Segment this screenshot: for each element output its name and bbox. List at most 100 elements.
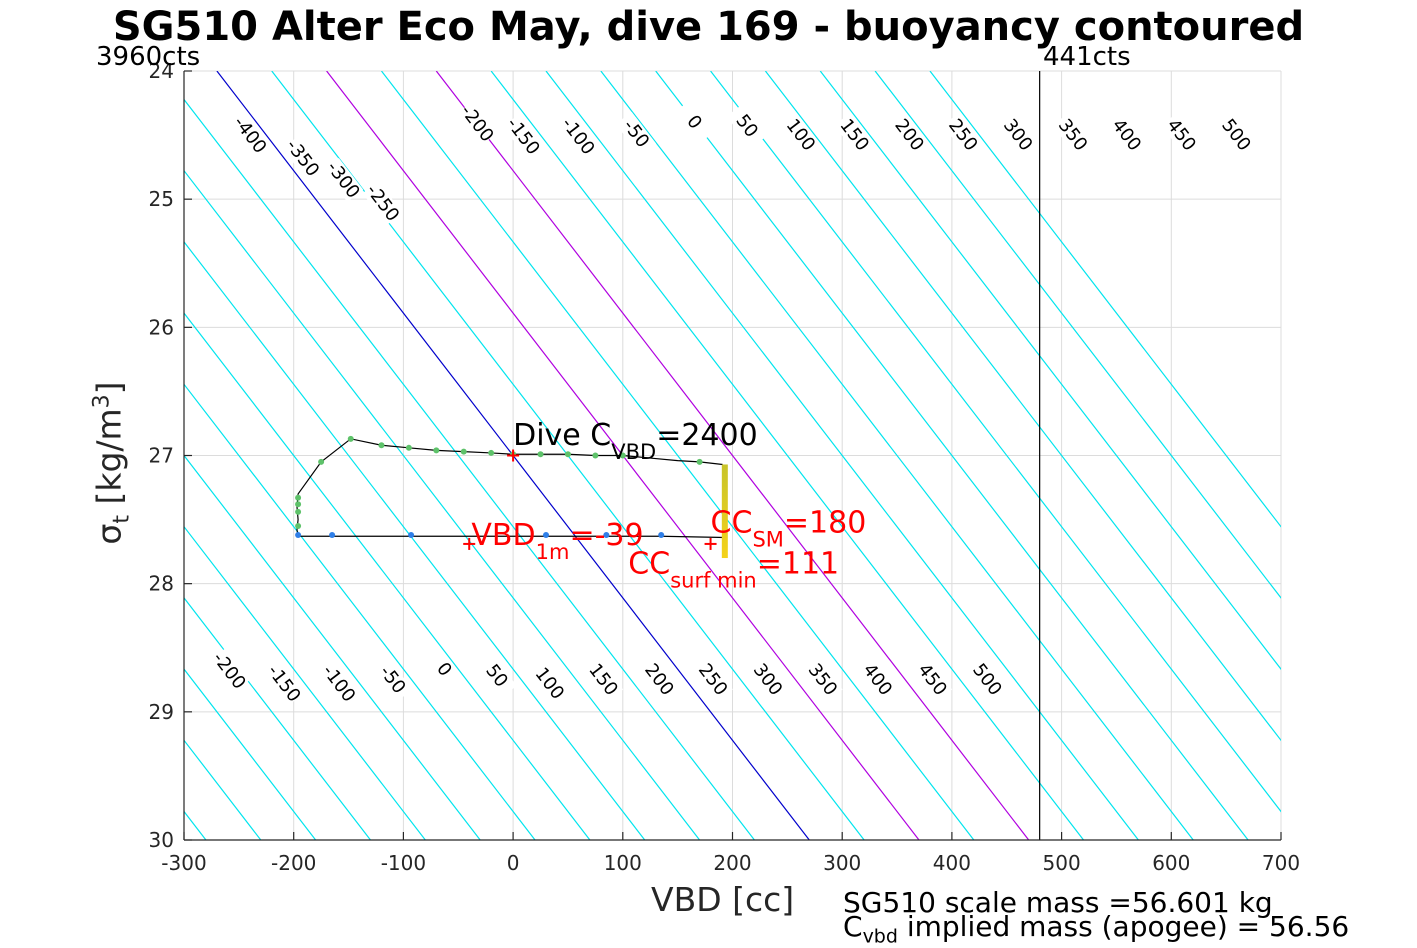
descent-point	[347, 435, 354, 442]
contour-label-bg	[888, 113, 930, 158]
descent-point	[295, 522, 302, 529]
descent-point	[295, 494, 302, 501]
contour-label-bg	[726, 104, 767, 149]
plot-content: -400-350 -300-250-200 -150 -100 -50 0 50 100 150…	[184, 71, 1281, 840]
ascent-point	[408, 531, 415, 538]
contour-label-bg	[476, 654, 517, 698]
x-tick-label: -200	[271, 851, 316, 875]
annotation-value: =-39	[569, 518, 643, 553]
contour-line	[710, 71, 1281, 813]
contour-line	[184, 454, 481, 840]
y-tick-label: 24	[149, 59, 174, 83]
descent-point	[460, 448, 467, 455]
contour-label-bg	[322, 157, 364, 202]
contour-line	[184, 668, 317, 840]
descent-point	[295, 501, 302, 508]
contour-label-bg	[966, 657, 1008, 702]
contour-label-bg	[1052, 113, 1093, 158]
left-cts-label: 3960cts	[96, 42, 201, 72]
footer-implied-mass: Cvbd implied mass (apogee) = 56.56	[843, 910, 1350, 948]
ascent-point	[295, 531, 302, 538]
y-tick-label: 25	[149, 187, 174, 211]
y-tick-label: 26	[149, 315, 174, 339]
contour-label-bg	[692, 657, 733, 702]
right-cts-label: 441cts	[1043, 42, 1131, 72]
descent-point	[488, 449, 495, 456]
x-tick-label: 700	[1262, 851, 1300, 875]
contour-label-bg	[282, 136, 323, 181]
contour-line	[600, 71, 1194, 840]
annotation-cc-sm: CCSM=180	[711, 505, 867, 551]
descent-point	[592, 452, 599, 459]
contour-label-bg	[1161, 113, 1202, 158]
annotation-dive-cvbd: Dive CVBD=2400	[513, 418, 758, 464]
contour-label-bg	[615, 111, 657, 156]
contour-label-bg	[263, 661, 304, 706]
contour-label-bg	[780, 113, 821, 158]
annotation-sub: surf min	[670, 568, 757, 592]
contour-line	[380, 71, 975, 840]
contour-label-bg	[362, 181, 403, 225]
x-tick-label: 100	[604, 851, 642, 875]
contour-label-bg	[557, 114, 598, 159]
contour-line	[184, 596, 371, 840]
x-tick-label: 0	[507, 851, 520, 875]
contour-label-bg	[802, 657, 843, 702]
contour-label-bg	[208, 648, 250, 693]
contour-label-bg	[912, 657, 953, 702]
x-tick-label: -100	[381, 851, 426, 875]
contour-label-bg	[942, 113, 983, 158]
annotation-base: CC	[711, 505, 753, 540]
contour-label-bg	[529, 661, 570, 706]
annotation-base: Dive C	[513, 418, 611, 453]
descent-point	[405, 444, 412, 451]
descent-point	[295, 508, 302, 515]
contour-label-bg	[582, 657, 624, 702]
contour-label-bg	[502, 114, 544, 159]
contour-label-bg	[673, 100, 715, 145]
y-tick-label: 28	[149, 572, 174, 596]
contour-line	[184, 383, 536, 840]
contour-line	[184, 312, 591, 840]
descent-point	[318, 458, 325, 465]
contour-line	[819, 71, 1281, 671]
annotation-sub: 1m	[536, 540, 570, 564]
annotation-sub: VBD	[611, 440, 656, 464]
ascent-point	[603, 531, 610, 538]
contour-line	[184, 169, 701, 840]
contour-line	[874, 71, 1281, 599]
annotation-value: =2400	[656, 418, 757, 453]
contour-label-bg	[423, 647, 465, 692]
annotation-base: CC	[628, 546, 670, 581]
annotation-sub: SM	[752, 527, 783, 551]
ascent-point	[658, 531, 665, 538]
contour-line	[435, 71, 1030, 840]
descent-point	[433, 447, 440, 454]
contour-line	[764, 71, 1281, 742]
descent-point	[619, 452, 626, 459]
footer-scale-mass: SG510 scale mass =56.601 kg	[843, 886, 1273, 919]
contour-label-bg	[834, 113, 875, 158]
contour-line	[929, 71, 1281, 528]
contour-line	[655, 71, 1249, 840]
axes	[183, 70, 1282, 841]
contour-label-bg	[1106, 113, 1147, 158]
contour-label-bg	[456, 101, 498, 146]
descent-point	[537, 451, 544, 458]
ascent-point	[329, 531, 336, 538]
contour-label-bg	[638, 657, 680, 702]
contour-line	[490, 71, 1085, 840]
y-tick-label: 27	[149, 444, 174, 468]
annotation-cc-surf-min: CCsurf min=111	[628, 546, 839, 592]
x-tick-label: -300	[161, 851, 206, 875]
contour-label-bg	[318, 661, 359, 706]
y-axis-label: σt [kg/m3]	[89, 381, 135, 545]
x-tick-label: 600	[1152, 851, 1190, 875]
surface-bar	[721, 464, 728, 559]
descent-point	[564, 451, 571, 458]
annotation-vbd-1m: VBD1m=-39	[471, 518, 643, 564]
contour-label-bg	[229, 113, 270, 158]
y-tick-label: 30	[149, 828, 174, 852]
contour-line	[184, 240, 646, 840]
